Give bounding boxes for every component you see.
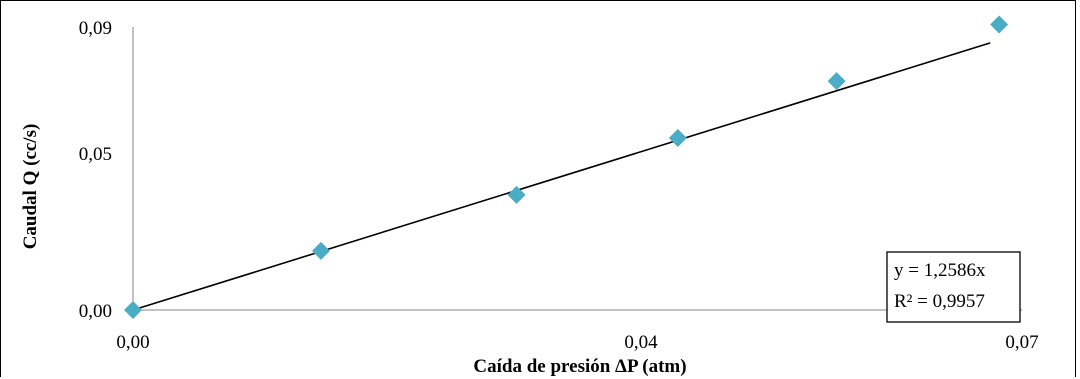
data-point: [990, 15, 1009, 34]
x-tick-label: 0,04: [624, 332, 658, 353]
trendline-equation: y = 1,2586x: [894, 260, 986, 281]
data-points: [124, 15, 1009, 319]
y-tick-label: 0,05: [79, 144, 112, 165]
data-point: [507, 185, 526, 204]
y-tick-label: 0,00: [79, 301, 112, 322]
trendline-r-squared: R² = 0,9957: [894, 291, 985, 312]
data-point: [124, 301, 142, 319]
trendline: [132, 42, 991, 311]
x-tick-label: 0,07: [1005, 332, 1038, 353]
x-tick-label: 0,00: [116, 332, 149, 353]
x-axis-title: Caída de presión ΔP (atm): [473, 356, 686, 377]
y-tick-labels: 0,00 0,05 0,09: [79, 18, 112, 322]
y-tick-label: 0,09: [79, 18, 112, 39]
x-tick-labels: 0,00 0,04 0,07: [116, 332, 1038, 353]
data-point: [311, 241, 330, 260]
trendline-equation-box: y = 1,2586x R² = 0,9957: [886, 251, 1021, 323]
data-point: [827, 72, 846, 91]
data-point: [668, 128, 687, 147]
y-axis-title: Caudal Q (cc/s): [20, 124, 41, 250]
